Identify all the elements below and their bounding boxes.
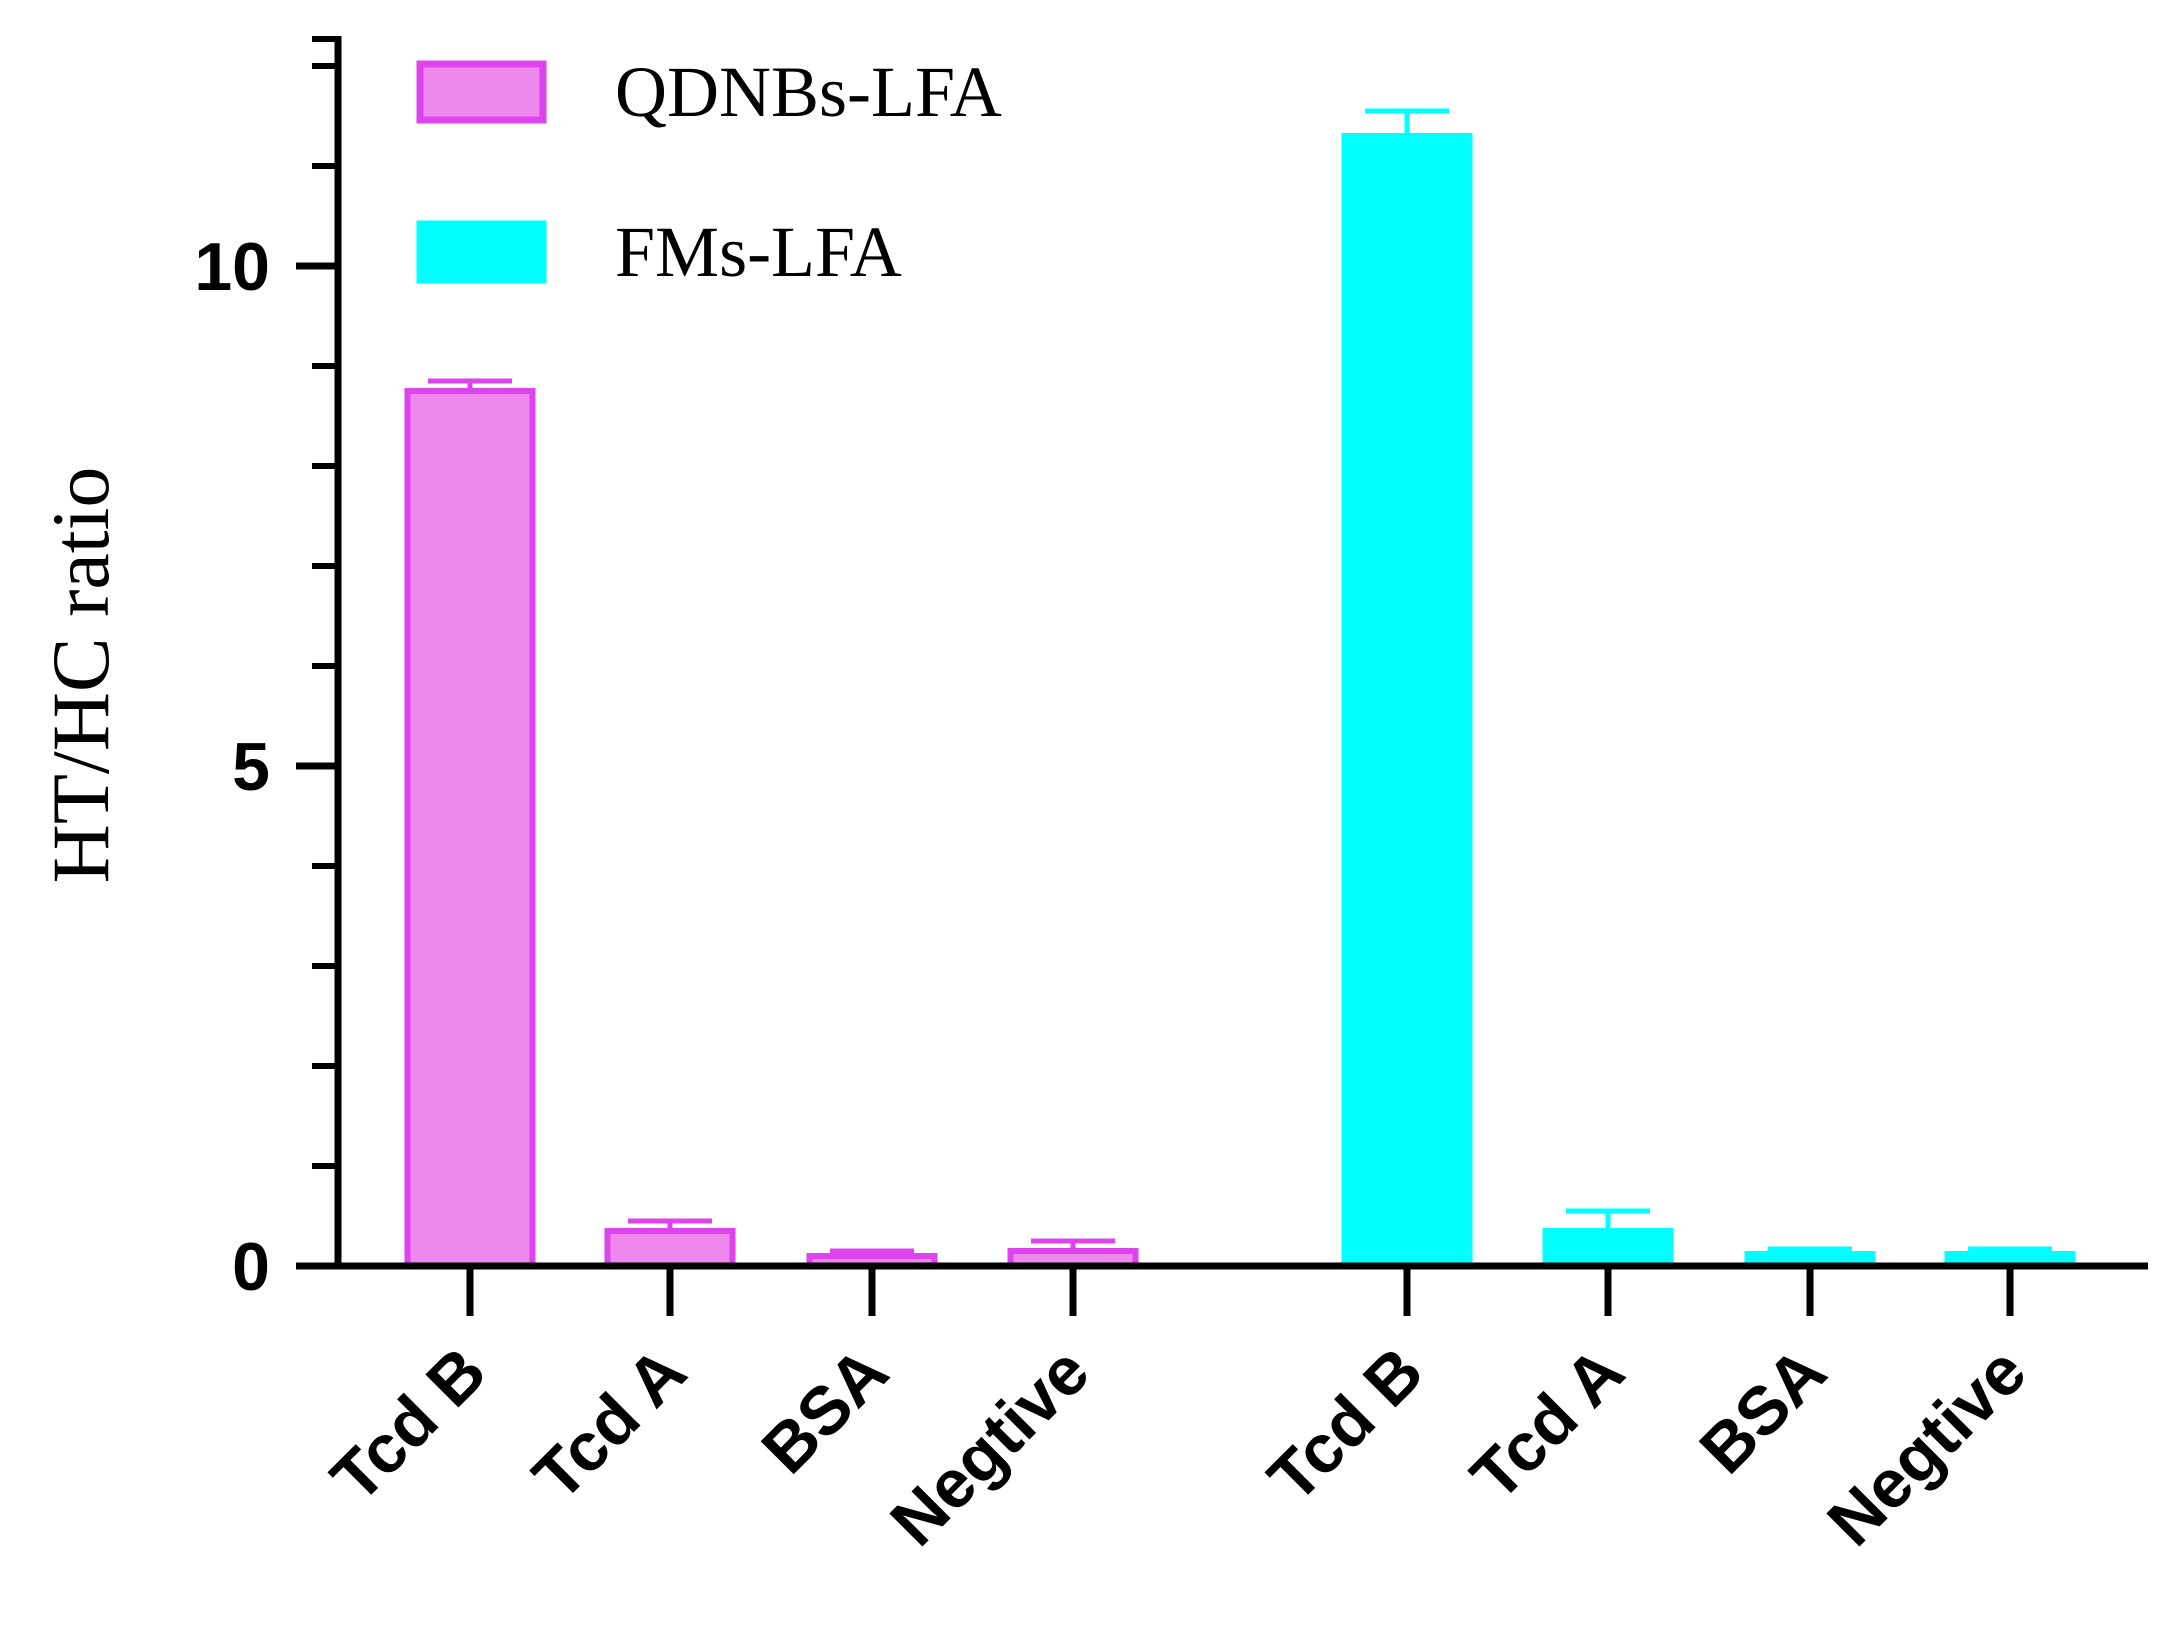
bar-qdnbs-tcd-b <box>404 388 536 1269</box>
legend-swatch-qdnbs <box>416 60 547 124</box>
x-tick-label: BSA <box>747 1333 902 1488</box>
bar-fms-tcd-b <box>1341 133 1473 1269</box>
x-tick-label: Tcd A <box>519 1333 701 1515</box>
bar-qdnbs-tcd-a <box>604 1228 736 1269</box>
y-tick-label: 10 <box>194 229 270 305</box>
x-tick-label: Tcd B <box>1254 1333 1438 1517</box>
y-tick-label: 0 <box>232 1229 270 1305</box>
bars-layer <box>404 108 2076 1269</box>
legend-swatch-fms <box>416 220 547 284</box>
bar-fms-tcd-a <box>1542 1228 1674 1269</box>
x-tick-label: Tcd B <box>317 1333 501 1517</box>
legend-label-fms: FMs-LFA <box>615 212 902 292</box>
x-tick-label: Tcd A <box>1457 1333 1639 1515</box>
x-tick-label: Negtive <box>1813 1333 2040 1560</box>
x-tick-label: Negtive <box>876 1333 1103 1560</box>
y-axis-title: HT/HC ratio <box>35 467 126 884</box>
axes-layer <box>296 36 2148 1316</box>
legend-label-qdnbs: QDNBs-LFA <box>615 52 1002 132</box>
x-tick-label: BSA <box>1685 1333 1840 1488</box>
y-tick-label: 5 <box>232 729 270 805</box>
legend: QDNBs-LFA FMs-LFA <box>416 52 1002 292</box>
